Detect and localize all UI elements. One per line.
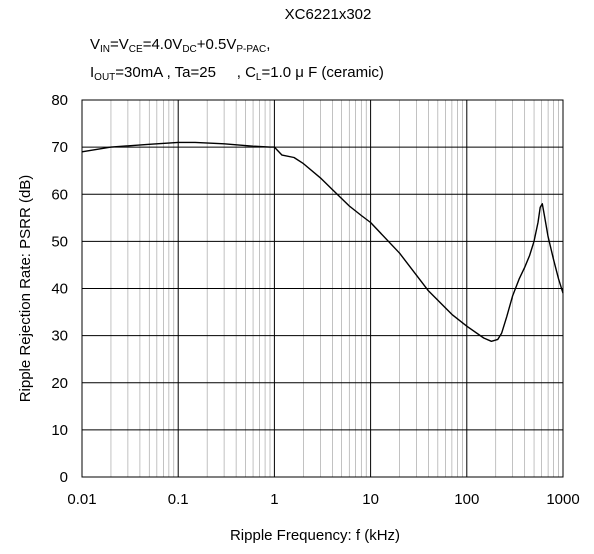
y-tick-label: 50: [51, 233, 68, 250]
y-tick-label: 60: [51, 186, 68, 203]
condition-line-load: IOUT=30mA , Ta=25 , CL=1.0 μ F (ceramic): [90, 64, 384, 83]
y-tick-label: 0: [60, 469, 68, 486]
chart-title: XC6221x302: [284, 6, 372, 23]
major-gridlines: [81, 99, 564, 478]
y-axis-label: Ripple Rejection Rate: PSRR (dB): [17, 175, 34, 403]
y-tick-label: 40: [51, 281, 68, 298]
y-tick-label: 80: [51, 92, 68, 109]
y-tick-label: 20: [51, 375, 68, 392]
minor-gridlines: [110, 100, 559, 477]
x-tick-label: 100: [454, 491, 479, 508]
y-tick-label: 30: [51, 328, 68, 345]
x-tick-label: 0.01: [67, 491, 96, 508]
x-tick-label: 0.1: [168, 491, 189, 508]
x-tick-label: 10: [362, 491, 379, 508]
psrr-curve: [81, 141, 564, 342]
x-tick-labels: 0.01 0.1 1 10 100 1000: [67, 491, 579, 508]
y-tick-label: 70: [51, 139, 68, 156]
condition-line-voltage: VIN=VCE=4.0VDC+0.5VP-PAC,: [90, 36, 271, 55]
y-tick-label: 10: [51, 422, 68, 439]
x-tick-label: 1: [270, 491, 278, 508]
plot-frame: [81, 99, 564, 478]
y-tick-labels: 0 10 20 30 40 50 60 70 80: [51, 92, 68, 486]
x-axis-label: Ripple Frequency: f (kHz): [230, 527, 400, 544]
x-tick-label: 1000: [546, 491, 579, 508]
